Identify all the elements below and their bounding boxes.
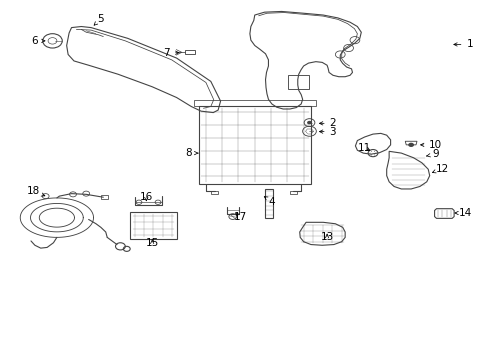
Text: 5: 5 bbox=[94, 14, 104, 25]
Text: 16: 16 bbox=[140, 192, 153, 202]
Text: 15: 15 bbox=[146, 238, 159, 248]
Text: 7: 7 bbox=[164, 48, 179, 58]
Circle shape bbox=[307, 121, 312, 125]
Text: 2: 2 bbox=[319, 118, 336, 128]
Circle shape bbox=[371, 154, 372, 155]
Text: 1: 1 bbox=[454, 40, 473, 49]
Text: 14: 14 bbox=[455, 208, 472, 218]
Text: 6: 6 bbox=[31, 36, 45, 46]
Text: 13: 13 bbox=[320, 232, 334, 242]
Text: 8: 8 bbox=[186, 148, 198, 158]
Text: 9: 9 bbox=[427, 149, 439, 159]
Text: 4: 4 bbox=[264, 197, 275, 207]
Text: 10: 10 bbox=[420, 140, 442, 150]
Circle shape bbox=[371, 151, 372, 152]
Circle shape bbox=[374, 151, 375, 152]
Text: 17: 17 bbox=[234, 212, 247, 221]
Text: 12: 12 bbox=[433, 163, 449, 174]
Text: 3: 3 bbox=[319, 127, 336, 136]
Circle shape bbox=[374, 154, 375, 155]
Text: 18: 18 bbox=[27, 186, 45, 197]
Text: 11: 11 bbox=[358, 143, 371, 153]
Circle shape bbox=[408, 143, 414, 147]
